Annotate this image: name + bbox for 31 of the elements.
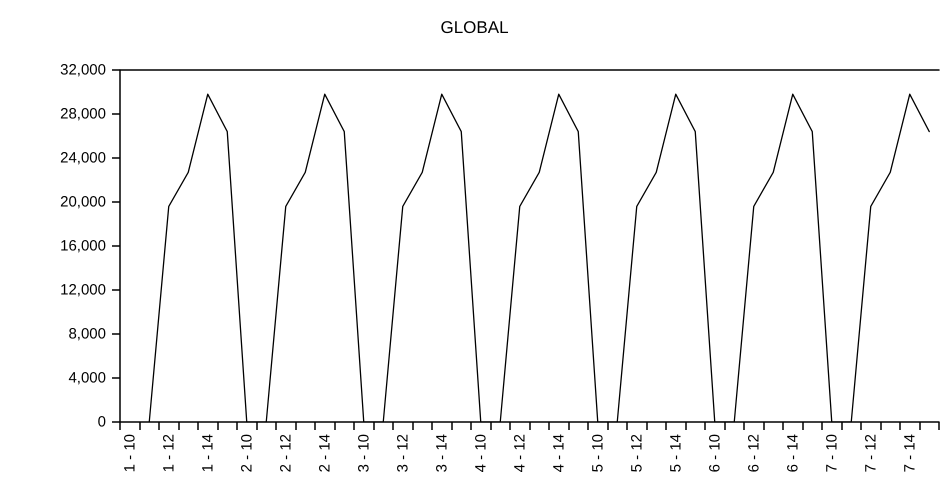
x-tick-label: 7 - 12: [862, 434, 880, 472]
y-tick-label: 16,000: [60, 238, 106, 254]
x-tick-label: 4 - 10: [472, 434, 490, 472]
x-tick-label: 2 - 14: [316, 434, 334, 472]
y-tick-label: 8,000: [68, 326, 106, 342]
x-tick-label: 7 - 14: [901, 434, 918, 472]
y-tick-label: 12,000: [60, 282, 106, 298]
y-tick-label: 28,000: [60, 106, 106, 122]
x-tick-label: 2 - 12: [277, 434, 294, 472]
x-tick-label: 5 - 12: [628, 434, 646, 472]
x-tick-label: 6 - 12: [745, 434, 762, 472]
y-tick-label: 20,000: [60, 194, 106, 210]
y-tick-label: 0: [98, 414, 106, 430]
x-tick-label: 5 - 10: [589, 434, 606, 472]
y-tick-label: 32,000: [60, 62, 106, 78]
x-tick-label: 6 - 10: [706, 434, 724, 472]
x-tick-label: 1 - 10: [121, 434, 138, 472]
y-tick-label: 24,000: [60, 150, 106, 166]
x-tick-label: 1 - 14: [199, 434, 216, 472]
x-tick-label: 6 - 14: [784, 434, 802, 472]
y-tick-label: 4,000: [68, 370, 106, 386]
x-tick-label: 3 - 14: [433, 434, 450, 472]
x-tick-label: 4 - 12: [511, 434, 528, 472]
x-tick-label: 1 - 12: [160, 434, 178, 472]
chart-title: GLOBAL: [440, 18, 509, 37]
x-tick-label: 3 - 12: [394, 434, 412, 472]
x-tick-label: 7 - 10: [823, 434, 840, 472]
x-tick-label: 2 - 10: [238, 434, 256, 472]
x-tick-label: 5 - 14: [667, 434, 684, 472]
x-tick-label: 4 - 14: [550, 434, 568, 472]
x-tick-label: 3 - 10: [355, 434, 372, 472]
